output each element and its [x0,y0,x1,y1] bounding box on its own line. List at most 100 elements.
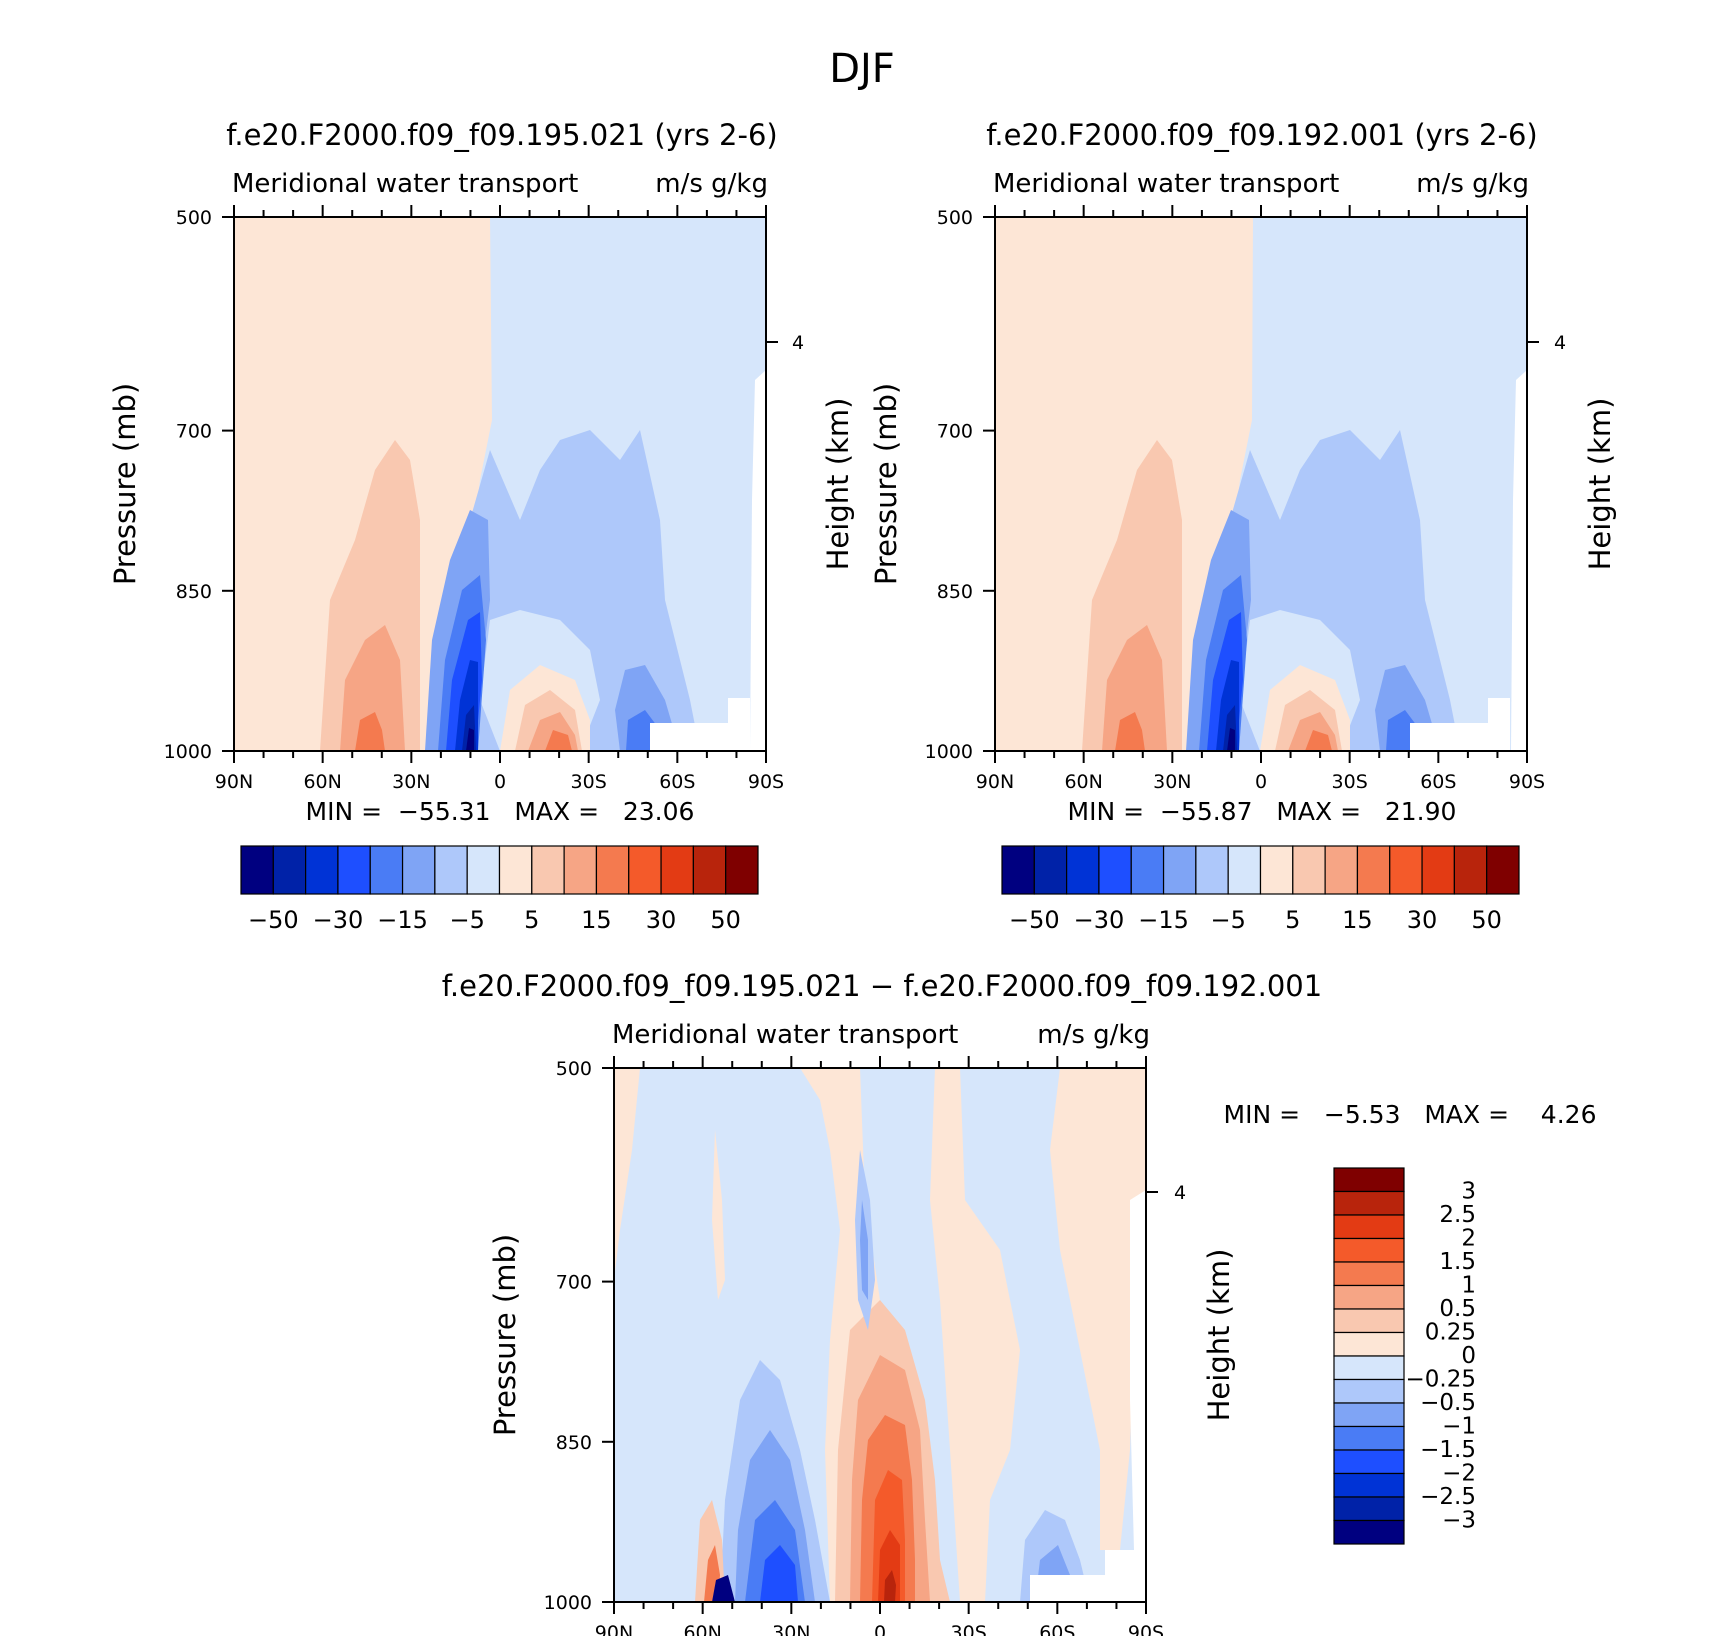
colorbar-swatch [240,845,274,895]
colorbar-swatch [1098,845,1132,895]
colorbar-swatch [1333,1519,1405,1545]
colorbar-swatch [1292,845,1326,895]
colorbar-swatch [1356,845,1391,895]
colorbar-swatch [1486,845,1520,895]
colorbar-label: 3 [1461,1179,1476,1205]
y-tick-label: 700 [176,421,212,443]
panel-diff-subtitle-right: m/s g/kg [1037,1020,1150,1050]
y-tick-label: 500 [556,1058,592,1080]
colorbar-label: −50 [248,906,299,934]
panel-a-subtitle-right: m/s g/kg [655,169,768,199]
colorbar-swatch [1066,845,1100,895]
panel-b-colorbar: −50 −30 −15 −5 5 15 30 50 [1001,845,1520,934]
y-tick-label: 850 [176,581,212,603]
colorbar-swatch [1324,845,1359,895]
panel-b-right-tick-label: 4 [1554,332,1566,354]
panel-a-stats: MIN = −55.31 MAX = 23.06 [306,797,695,826]
colorbar-label: −50 [1009,906,1060,934]
colorbar-swatch [725,845,759,895]
colorbar-swatch [1001,845,1035,895]
x-tick-label: 60N [303,771,341,793]
colorbar-swatch [1227,845,1262,895]
colorbar-label: −2.5 [1420,1484,1476,1510]
colorbar-label: 1.5 [1439,1249,1476,1275]
panel-b-ylabel-right: Height (km) [1583,398,1617,571]
panel-a-plot-area [234,217,766,751]
panel-diff-plot-area [614,1068,1146,1602]
panel-diff-top-ticks [613,1056,1147,1068]
x-tick-label: 30S [951,1622,987,1636]
colorbar-swatch [1333,1425,1405,1451]
colorbar-label: 50 [710,906,741,934]
colorbar-swatch [1333,1496,1405,1522]
x-tick-label: 60S [659,771,695,793]
panel-b: f.e20.F2000.f09_f09.192.001 (yrs 2-6) Me… [869,118,1617,934]
y-tick-label: 700 [937,421,973,443]
colorbar-swatch [1130,845,1165,895]
y-tick-label: 1000 [544,1592,592,1614]
main-title: DJF [829,46,895,92]
colorbar-label: 5 [1285,906,1300,934]
colorbar-swatch [563,845,598,895]
colorbar-label: 0 [1461,1343,1476,1369]
colorbar-swatch [1333,1402,1405,1428]
colorbar-swatch [1421,845,1455,895]
x-tick-label: 30N [772,1622,810,1636]
colorbar-label: −15 [1138,906,1189,934]
panel-diff-ylabel: Pressure (mb) [488,1234,522,1436]
colorbar-label: −15 [377,906,428,934]
colorbar-swatch [1195,845,1229,895]
colorbar-swatch [1333,1237,1405,1263]
y-tick-label: 500 [176,207,212,229]
colorbar-swatch [1162,845,1197,895]
colorbar-label: 30 [1407,906,1438,934]
colorbar-swatch [498,845,533,895]
colorbar-swatch [434,845,468,895]
colorbar-label: −2 [1442,1461,1476,1487]
panel-b-x-axis: 90N 60N 30N 0 30S 60S 90S [976,751,1545,793]
panel-diff: f.e20.F2000.f09_f09.195.021 − f.e20.F200… [442,969,1597,1636]
colorbar-swatch [1333,1378,1405,1404]
x-tick-label: 60S [1420,771,1456,793]
colorbar-swatch [1333,1308,1405,1334]
colorbar-swatch [1333,1284,1405,1310]
x-tick-label: 30S [1332,771,1368,793]
panel-b-subtitle-left: Meridional water transport [993,169,1339,199]
colorbar-swatch [660,845,694,895]
colorbar-label: 1 [1461,1273,1476,1299]
panel-diff-right-tick-label: 4 [1174,1182,1186,1204]
colorbar-swatch [369,845,404,895]
x-tick-label: 0 [494,771,506,793]
y-tick-label: 700 [556,1272,592,1294]
colorbar-swatch [1333,1167,1405,1193]
x-tick-label: 90S [1128,1622,1164,1636]
colorbar-swatch [595,845,630,895]
panel-b-top-ticks [994,205,1528,217]
colorbar-label: 15 [581,906,612,934]
panel-b-subtitle-right: m/s g/kg [1416,169,1529,199]
panel-a-subtitle-left: Meridional water transport [232,169,578,199]
colorbar-label: 2.5 [1439,1202,1476,1228]
panel-b-plot-area [995,217,1527,751]
colorbar-label: −5 [1210,906,1245,934]
colorbar-label: 0.5 [1439,1296,1476,1322]
colorbar-swatch [1333,1190,1405,1216]
y-tick-label: 1000 [164,741,212,763]
colorbar-swatch [1333,1261,1405,1287]
x-tick-label: 60S [1039,1622,1075,1636]
colorbar-swatch [1333,1449,1405,1475]
panel-diff-colorbar: 32.521.510.50.250−0.25−0.5−1−1.5−2−2.5−3 [1333,1167,1476,1545]
x-tick-label: 60N [683,1622,721,1636]
y-tick-label: 1000 [925,741,973,763]
colorbar-label: −0.5 [1420,1390,1476,1416]
colorbar-swatch [1333,1355,1405,1381]
colorbar-label: 5 [524,906,539,934]
y-tick-label: 850 [937,581,973,603]
x-tick-label: 90N [976,771,1014,793]
panel-a-ylabel-right: Height (km) [821,398,855,571]
colorbar-label: −0.25 [1406,1367,1476,1393]
colorbar-label: 50 [1471,906,1502,934]
panel-diff-x-axis: 90N 60N 30N 0 30S 60S 90S [595,1602,1164,1636]
colorbar-swatch [628,845,662,895]
